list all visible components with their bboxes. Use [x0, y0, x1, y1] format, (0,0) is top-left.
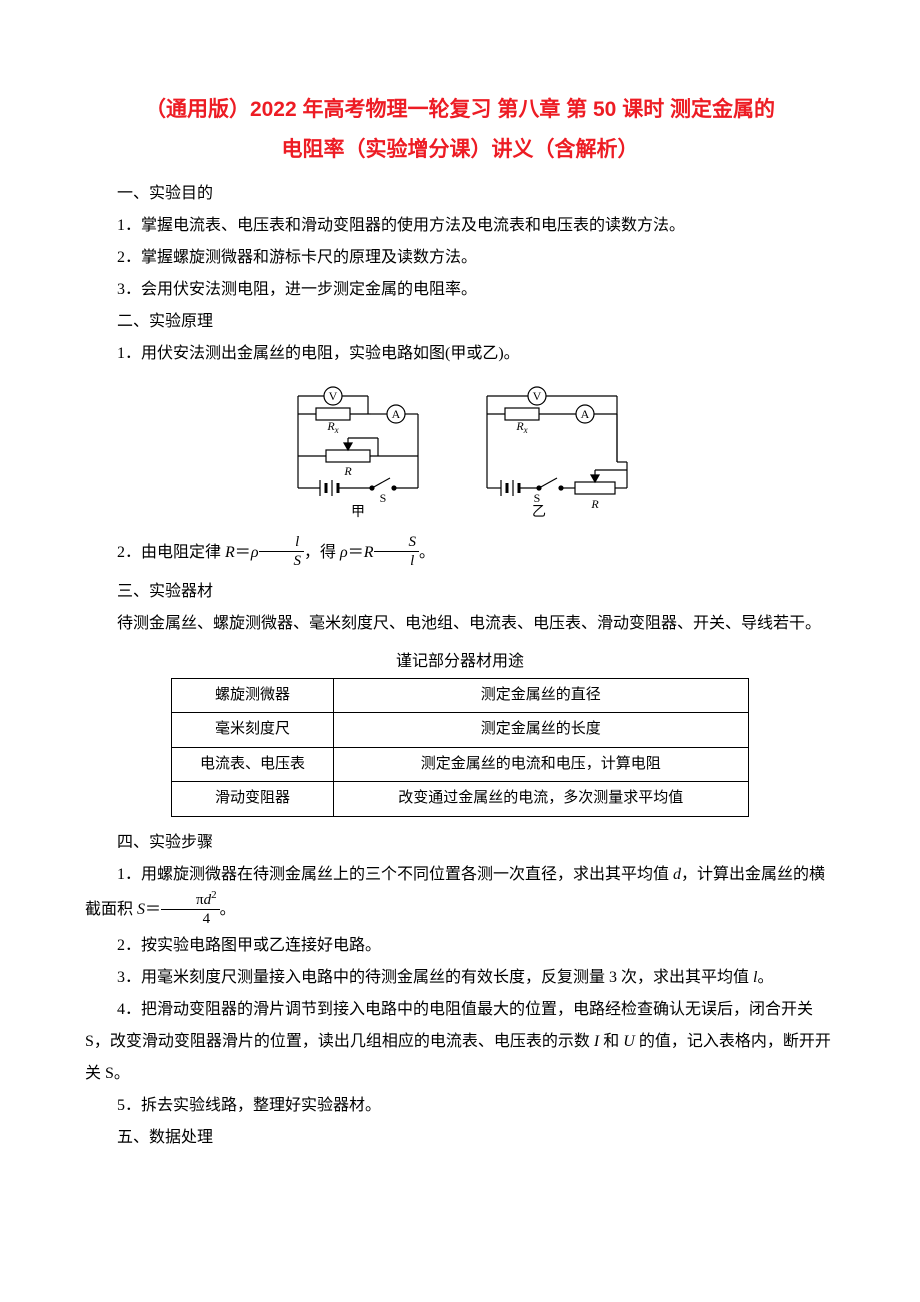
section-1-item-2: 2．掌握螺旋测微器和游标卡尺的原理及读数方法。	[85, 242, 835, 274]
table-row: 电流表、电压表测定金属丝的电流和电压，计算电阻	[172, 747, 749, 782]
circuit-diagram-container: V Rx A R	[85, 380, 835, 525]
svg-text:S: S	[534, 491, 541, 505]
table-caption: 谨记部分器材用途	[85, 646, 835, 678]
table-cell: 电流表、电压表	[172, 747, 333, 782]
section-4-item-3: 3．用毫米刻度尺测量接入电路中的待测金属丝的有效长度，反复测量 3 次，求出其平…	[85, 962, 835, 994]
section-2-item-1: 1．用伏安法测出金属丝的电阻，实验电路如图(甲或乙)。	[85, 338, 835, 370]
document-title: （通用版）2022 年高考物理一轮复习 第八章 第 50 课时 测定金属的 电阻…	[85, 90, 835, 170]
section-2-heading: 二、实验原理	[85, 306, 835, 338]
table-cell: 螺旋测微器	[172, 678, 333, 713]
title-line-1: （通用版）2022 年高考物理一轮复习 第八章 第 50 课时 测定金属的	[145, 98, 775, 121]
circuit-diagram-yi: V Rx A	[467, 380, 642, 520]
section-1-item-3: 3．会用伏安法测电阻，进一步测定金属的电阻率。	[85, 274, 835, 306]
title-line-2: 电阻率（实验增分课）讲义（含解析）	[282, 138, 639, 161]
section-4-heading: 四、实验步骤	[85, 827, 835, 859]
table-cell: 改变通过金属丝的电流，多次测量求平均值	[333, 782, 748, 817]
svg-text:Rx: Rx	[326, 419, 338, 435]
svg-text:R: R	[590, 497, 599, 511]
svg-text:A: A	[581, 407, 590, 421]
section-4-item-5: 5．拆去实验线路，整理好实验器材。	[85, 1090, 835, 1122]
section-1-heading: 一、实验目的	[85, 178, 835, 210]
table-cell: 滑动变阻器	[172, 782, 333, 817]
svg-text:甲: 甲	[351, 505, 365, 520]
section-4-item-1: 1．用螺旋测微器在待测金属丝上的三个不同位置各测一次直径，求出其平均值 d，计算…	[85, 859, 835, 930]
section-5-heading: 五、数据处理	[85, 1122, 835, 1154]
circuit-diagram-jia: V Rx A R	[278, 380, 443, 520]
section-3-heading: 三、实验器材	[85, 576, 835, 608]
equipment-table: 螺旋测微器测定金属丝的直径 毫米刻度尺测定金属丝的长度 电流表、电压表测定金属丝…	[171, 678, 749, 817]
table-row: 滑动变阻器改变通过金属丝的电流，多次测量求平均值	[172, 782, 749, 817]
table-row: 螺旋测微器测定金属丝的直径	[172, 678, 749, 713]
svg-text:Rx: Rx	[515, 419, 527, 435]
table-cell: 测定金属丝的直径	[333, 678, 748, 713]
svg-text:V: V	[329, 389, 338, 403]
section-4-item-4: 4．把滑动变阻器的滑片调节到接入电路中的电阻值最大的位置，电路经检查确认无误后，…	[85, 994, 835, 1090]
svg-text:R: R	[343, 464, 352, 478]
resistivity-formula: 2．由电阻定律 R＝ρlS，得 ρ＝RSl。	[85, 535, 835, 572]
table-cell: 毫米刻度尺	[172, 713, 333, 748]
svg-text:S: S	[380, 491, 387, 505]
svg-text:乙: 乙	[532, 504, 546, 520]
svg-text:A: A	[392, 407, 401, 421]
table-row: 毫米刻度尺测定金属丝的长度	[172, 713, 749, 748]
svg-text:V: V	[533, 389, 542, 403]
table-cell: 测定金属丝的长度	[333, 713, 748, 748]
section-3-text: 待测金属丝、螺旋测微器、毫米刻度尺、电池组、电流表、电压表、滑动变阻器、开关、导…	[85, 608, 835, 640]
section-4-item-2: 2．按实验电路图甲或乙连接好电路。	[85, 930, 835, 962]
section-1-item-1: 1．掌握电流表、电压表和滑动变阻器的使用方法及电流表和电压表的读数方法。	[85, 210, 835, 242]
table-cell: 测定金属丝的电流和电压，计算电阻	[333, 747, 748, 782]
